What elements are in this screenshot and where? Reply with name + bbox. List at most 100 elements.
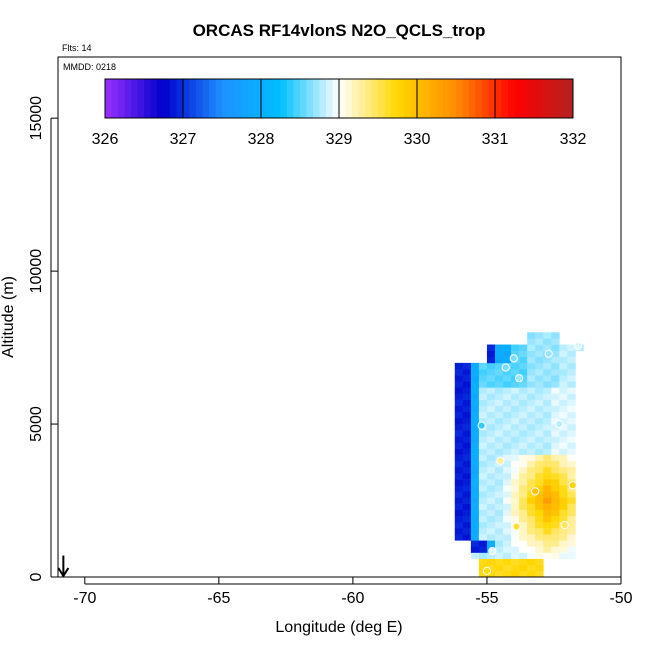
heatmap-cell xyxy=(551,466,560,474)
heatmap-cell xyxy=(454,528,464,535)
heatmap-cell xyxy=(470,369,480,376)
heatmap-cell xyxy=(543,509,552,517)
heatmap-cell xyxy=(470,466,480,474)
heatmap-cell xyxy=(478,473,488,480)
heatmap-cell xyxy=(535,393,544,400)
heatmap-cell xyxy=(535,466,544,474)
heatmap-cell xyxy=(478,466,488,474)
heatmap-cell xyxy=(478,558,488,566)
heatmap-cell xyxy=(494,546,504,553)
colorbar-swatch xyxy=(391,79,398,118)
heatmap-cell xyxy=(494,369,504,376)
heatmap-cell xyxy=(527,411,536,419)
heatmap-cell xyxy=(470,460,480,468)
heatmap-cell xyxy=(559,369,568,376)
heatmap-cell xyxy=(494,515,504,523)
heatmap-cell xyxy=(551,399,560,407)
heatmap-cell xyxy=(470,387,480,394)
heatmap-cell xyxy=(559,491,568,498)
colorbar-swatch xyxy=(462,79,470,118)
heatmap-cell xyxy=(462,369,472,376)
heatmap-cell xyxy=(519,405,528,413)
heatmap-cell xyxy=(535,540,544,547)
heatmap-cell xyxy=(462,393,472,400)
heatmap-cell xyxy=(462,528,472,535)
heatmap-cell xyxy=(454,362,464,370)
heatmap-cell xyxy=(486,497,496,504)
heatmap-cell xyxy=(486,509,496,517)
heatmap-cell xyxy=(511,540,520,547)
sample-point xyxy=(560,520,569,530)
heatmap-cell xyxy=(543,369,552,376)
heatmap-cell xyxy=(494,448,504,455)
x-axis: -70 -65 -60 -55 -50 xyxy=(73,577,633,607)
heatmap-cell xyxy=(535,564,544,572)
heatmap-cell xyxy=(559,350,568,358)
heatmap-cell xyxy=(543,460,552,468)
heatmap-cell xyxy=(470,528,480,535)
heatmap-cell xyxy=(559,515,568,523)
heatmap-cell xyxy=(486,405,496,413)
heatmap-cell xyxy=(519,387,528,394)
heatmap-cell xyxy=(486,491,496,498)
sample-point xyxy=(515,374,524,383)
colorbar-tick-label: 326 xyxy=(92,131,119,148)
heatmap-cell xyxy=(559,503,568,511)
heatmap-cell xyxy=(551,540,560,547)
heatmap-cell xyxy=(486,424,496,431)
heatmap-cell xyxy=(470,491,480,498)
heatmap-cell xyxy=(543,473,552,480)
heatmap-cell xyxy=(503,521,512,529)
colorbar-swatch xyxy=(293,79,301,118)
heatmap-cell xyxy=(551,350,560,358)
heatmap-cell xyxy=(454,430,464,437)
heatmap-cell xyxy=(535,442,544,449)
colorbar-swatch xyxy=(488,79,496,118)
heatmap-cell xyxy=(543,491,552,498)
colorbar-swatch xyxy=(456,79,463,118)
heatmap-cell xyxy=(543,405,552,413)
heatmap-cell xyxy=(478,491,488,498)
heatmap-cell xyxy=(511,534,520,541)
colorbar-swatch xyxy=(534,79,541,118)
heatmap-cell xyxy=(567,460,576,468)
colorbar-swatch xyxy=(326,79,333,118)
heatmap-cell xyxy=(470,424,480,431)
heatmap-cell xyxy=(503,485,512,492)
heatmap-cell xyxy=(527,497,536,504)
heatmap-cell xyxy=(462,534,472,541)
heatmap-cell xyxy=(494,430,504,437)
heatmap-cell xyxy=(543,442,552,449)
heatmap-cell xyxy=(551,411,560,419)
heatmap-cell xyxy=(567,454,576,462)
y-tick-label: 0 xyxy=(28,572,45,581)
heatmap-cell xyxy=(543,411,552,419)
heatmap-cell xyxy=(478,381,488,388)
heatmap-cell xyxy=(462,442,472,449)
heatmap-cell xyxy=(503,381,512,388)
colorbar-swatch xyxy=(202,79,210,118)
heatmap-cell xyxy=(462,436,472,443)
heatmap-cell xyxy=(535,570,544,578)
heatmap-curtain xyxy=(454,332,584,578)
colorbar-swatch xyxy=(111,79,119,118)
heatmap-cell xyxy=(543,528,552,535)
heatmap-cell xyxy=(527,485,536,492)
heatmap-cell xyxy=(567,442,576,449)
heatmap-cell xyxy=(486,540,496,547)
heatmap-cell xyxy=(454,387,464,394)
heatmap-cell xyxy=(454,485,464,492)
colorbar-swatch xyxy=(261,79,268,118)
colorbar-swatch xyxy=(313,79,320,118)
heatmap-cell xyxy=(527,393,536,400)
heatmap-cell xyxy=(511,515,520,523)
colorbar-swatch xyxy=(287,79,294,118)
heatmap-cell xyxy=(486,485,496,492)
heatmap-cell xyxy=(454,393,464,400)
heatmap-cell xyxy=(567,503,576,511)
sample-point xyxy=(568,481,577,490)
heatmap-cell xyxy=(543,356,552,364)
heatmap-cell xyxy=(551,381,560,388)
flights-annotation: Flts: 14 xyxy=(62,43,92,53)
